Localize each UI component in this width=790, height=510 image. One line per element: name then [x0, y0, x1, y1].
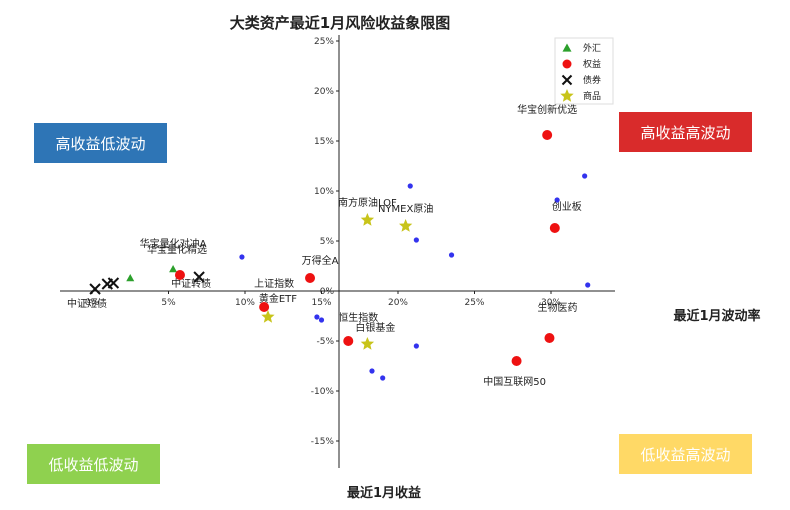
legend-label: 债券: [583, 74, 601, 86]
legend-marker: [561, 74, 573, 86]
point-权益: [174, 270, 185, 280]
blue-point: [407, 183, 413, 189]
chart-title: 大类资产最近1月风险收益象限图: [230, 14, 450, 32]
legend-marker: [562, 59, 572, 69]
quadrant-low-return-high-vol: 低收益高波动: [619, 434, 752, 474]
x-tick-label: 5%: [161, 298, 176, 308]
y-tick-label: 0%: [320, 287, 335, 297]
x-axis-label: 最近1月波动率: [673, 308, 760, 324]
point-商品: [261, 310, 275, 323]
y-tick-label: 25%: [314, 37, 334, 47]
point-label: NYMEX原油: [378, 202, 433, 215]
point-权益: [542, 130, 553, 140]
point-label: 上证指数: [254, 277, 294, 290]
point-label: 南方原油LOF: [338, 196, 397, 209]
y-tick-label: -10%: [311, 387, 335, 397]
point-债券: [89, 283, 101, 295]
y-tick-label: -5%: [316, 337, 334, 347]
y-tick-label: 20%: [314, 87, 334, 97]
point-权益: [343, 336, 354, 346]
y-tick-label: 15%: [314, 137, 334, 147]
point-商品: [360, 213, 375, 226]
legend-label: 权益: [583, 58, 601, 70]
x-tick-label: 0%: [85, 298, 100, 308]
blue-point: [413, 343, 419, 349]
tick-labels: 25% 20% 15% 10% 5% 0% -5% -10% -15% 0% 5% 10% 15% 20%…: [85, 37, 562, 447]
x-tick-label: 30%: [541, 298, 561, 308]
point-权益: [544, 333, 555, 343]
x-tick-label: 20%: [388, 298, 408, 308]
x-tick-label: 15%: [311, 298, 331, 308]
blue-point: [314, 314, 320, 320]
point-商品: [360, 337, 375, 350]
point-label: 万得全A: [302, 254, 339, 267]
point-label: 创业板: [552, 200, 582, 213]
blue-point: [413, 237, 419, 243]
point-label: 中国互联网50: [483, 375, 546, 388]
quadrant-high-return-high-vol: 高收益高波动: [619, 112, 752, 152]
blue-point: [448, 252, 455, 258]
y-axis-label: 最近1月收益: [347, 485, 421, 501]
point-债券: [107, 277, 120, 289]
point-权益: [305, 273, 316, 283]
point-权益: [549, 223, 560, 233]
quadrant-low-return-low-vol: 低收益低波动: [27, 444, 160, 484]
point-权益: [259, 302, 270, 312]
point-label: 华宝创新优选: [517, 103, 577, 116]
x-tick-label: 10%: [235, 298, 255, 308]
point-label: 华宝量化对冲A: [140, 237, 207, 250]
blue-point: [554, 197, 560, 203]
point-label: 中证短债: [67, 297, 107, 310]
axes: [60, 35, 615, 468]
blue-point: [582, 173, 588, 179]
legend-label: 商品: [583, 90, 601, 102]
point-权益: [511, 356, 522, 366]
point-label: 白银基金: [355, 321, 395, 334]
y-tick-label: 5%: [320, 237, 335, 247]
point-商品: [399, 219, 413, 232]
point-label: 中证转债: [171, 277, 211, 290]
point-外汇: [126, 274, 135, 282]
blue-point: [318, 317, 325, 323]
legend-label: 外汇: [583, 42, 601, 54]
point-债券: [193, 271, 205, 283]
data-points: [89, 130, 591, 381]
blue-point: [239, 254, 245, 260]
y-tick-label: -15%: [311, 437, 335, 447]
point-label: 华宝量化精选: [147, 243, 207, 256]
point-外汇: [169, 265, 178, 273]
blue-point: [380, 375, 386, 381]
legend-marker: [560, 89, 574, 102]
legend-marker: [562, 43, 572, 52]
quadrant-high-return-low-vol: 高收益低波动: [34, 123, 167, 163]
x-tick-label: 25%: [464, 298, 484, 308]
y-tick-label: 10%: [314, 187, 334, 197]
point-label: 黄金ETF: [259, 292, 297, 305]
point-label: 生物医药: [537, 301, 577, 314]
blue-point: [369, 368, 375, 374]
point-label: 恒生指数: [338, 311, 378, 324]
blue-point: [585, 282, 591, 288]
